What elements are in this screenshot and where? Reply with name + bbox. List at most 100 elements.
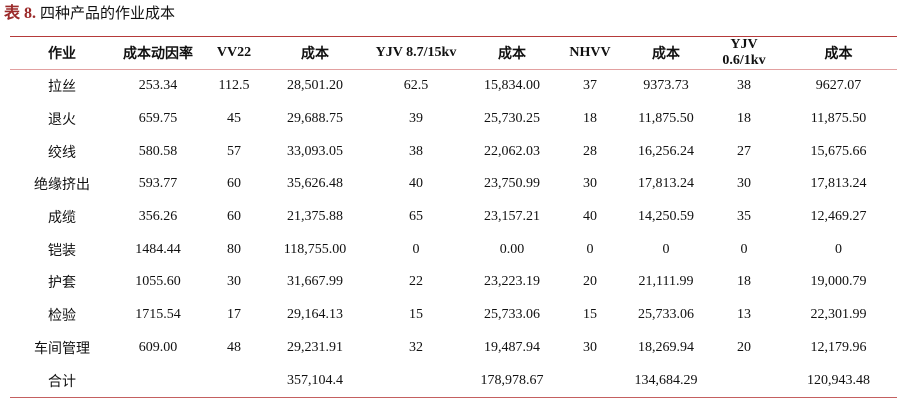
column-header: 成本 [624, 36, 708, 70]
table-cell: 593.77 [138, 176, 178, 192]
table-cell: 12,179.96 [810, 339, 867, 355]
activity-name: 合计 [48, 373, 76, 390]
table-cell: 659.75 [138, 111, 178, 127]
table-row: 合计 357,104.4 178,978.67 134,684.29 120,943.4… [10, 364, 897, 397]
table-cell: 30 [227, 274, 241, 290]
activity-name: 绞线 [48, 144, 76, 161]
table-cell: 18 [583, 111, 597, 127]
table-cell: 65 [409, 209, 423, 225]
column-header: 成本 [266, 36, 364, 70]
table-cell: 0 [586, 241, 594, 257]
table-cell: 12,469.27 [810, 209, 867, 225]
table-cell: 30 [737, 176, 751, 192]
table-cell: 20 [583, 274, 597, 290]
table-cell: 29,231.91 [287, 339, 343, 355]
table-cell: 22 [409, 274, 423, 290]
table-cell [114, 364, 202, 397]
column-header: 作业 [10, 36, 114, 70]
table-row: 成缆 356.26 60 21,375.88 65 23,157.21 40 14,250.5… [10, 201, 897, 234]
table-cell: 15 [409, 307, 423, 323]
table-cell: 357,104.4 [287, 372, 343, 388]
activity-name: 绝缘挤出 [34, 177, 90, 194]
table-cell: 14,250.59 [638, 209, 694, 225]
table-cell: 1055.60 [135, 274, 181, 290]
table-cell: 28 [583, 143, 597, 159]
table-cell: 28,501.20 [287, 78, 343, 94]
table-cell: 15 [583, 307, 597, 323]
column-header: 成本 [780, 36, 897, 70]
table-cell: 30 [583, 176, 597, 192]
table-cell: 118,755.00 [283, 241, 347, 257]
table-cell: 40 [583, 209, 597, 225]
table-cell: 9627.07 [815, 78, 862, 94]
table-cell: 57 [227, 143, 241, 159]
table-title: 四种产品的作业成本 [40, 4, 176, 22]
table-cell: 9373.73 [643, 78, 689, 94]
table-row: 护套 1055.60 30 31,667.99 22 23,223.19 20 21,111.… [10, 266, 897, 299]
table-cell: 11,875.50 [638, 111, 694, 127]
table-cell: 38 [409, 143, 423, 159]
table-cell: 23,223.19 [484, 274, 540, 290]
table-cell: 11,875.50 [810, 111, 867, 127]
table-cell: 15,675.66 [810, 143, 867, 159]
activity-name: 铠装 [48, 242, 76, 259]
table-cell: 37 [583, 78, 597, 94]
activity-name: 拉丝 [48, 79, 76, 96]
table-cell: 21,111.99 [638, 274, 694, 290]
table-row: 绞线 580.58 57 33,093.05 38 22,062.03 28 16,256.2… [10, 135, 897, 168]
table-cell: 23,157.21 [484, 209, 540, 225]
table-cell [202, 364, 266, 397]
table-cell: 112.5 [218, 78, 250, 94]
table-cell: 1484.44 [135, 241, 181, 257]
column-header: YJV 8.7/15kv [364, 36, 468, 70]
table-cell: 0 [740, 241, 748, 257]
table-row: 铠装 1484.44 80 118,755.00 0 0.00 0 0 0 0 [10, 233, 897, 266]
table-cell: 17,813.24 [638, 176, 694, 192]
table-cell: 60 [227, 209, 241, 225]
table-cell: 0 [662, 241, 670, 257]
header-row: 作业 成本动因率 VV22 成本 YJV 8.7/15kv 成本 NHVV 成本 YJV 0.6… [10, 36, 897, 70]
column-header: 成本 [468, 36, 556, 70]
column-header: VV22 [202, 36, 266, 70]
table-cell: 25,733.06 [638, 307, 694, 323]
table-cell: 30 [583, 339, 597, 355]
table-cell: 19,487.94 [484, 339, 540, 355]
table-row: 绝缘挤出 593.77 60 35,626.48 40 23,750.99 30 17,813… [10, 168, 897, 201]
table-cell: 23,750.99 [484, 176, 540, 192]
table-cell: 20 [737, 339, 751, 355]
table-cell: 60 [227, 176, 241, 192]
table-cell: 80 [227, 241, 241, 257]
table-cell: 21,375.88 [287, 209, 343, 225]
table-cell: 29,164.13 [287, 307, 343, 323]
table-cell: 25,730.25 [484, 111, 540, 127]
column-header: NHVV [556, 36, 624, 70]
table-row: 拉丝 253.34 112.5 28,501.20 62.5 15,834.00 37 937… [10, 70, 897, 103]
table-cell [708, 364, 780, 397]
cost-table: 作业 成本动因率 VV22 成本 YJV 8.7/15kv 成本 NHVV 成本 YJV 0.6… [10, 36, 897, 398]
activity-name: 车间管理 [34, 340, 90, 357]
table-cell: 0 [412, 241, 420, 257]
table-cell: 22,062.03 [484, 143, 540, 159]
table-cell: 17 [227, 307, 241, 323]
table-cell: 62.5 [403, 78, 429, 94]
table-cell: 356.26 [138, 209, 178, 225]
table-cell: 18 [737, 111, 751, 127]
table-cell: 609.00 [138, 339, 178, 355]
table-cell: 0.00 [499, 241, 525, 257]
table-cell: 580.58 [138, 143, 178, 159]
table-cell: 48 [227, 339, 241, 355]
table-cell: 0 [835, 241, 842, 257]
table-cell: 40 [409, 176, 423, 192]
table-cell: 13 [737, 307, 751, 323]
column-header: 成本动因率 [114, 36, 202, 70]
table-cell: 253.34 [138, 78, 178, 94]
table-cell: 27 [737, 143, 751, 159]
table-cell: 120,943.48 [807, 372, 870, 388]
table-number: 表 8. [4, 5, 37, 22]
table-row: 车间管理 609.00 48 29,231.91 32 19,487.94 30 18,269… [10, 332, 897, 365]
activity-name: 退火 [48, 112, 76, 129]
table-cell: 39 [409, 111, 423, 127]
table-cell: 178,978.67 [480, 372, 544, 388]
table-cell: 29,688.75 [287, 111, 343, 127]
table-cell: 22,301.99 [810, 307, 867, 323]
